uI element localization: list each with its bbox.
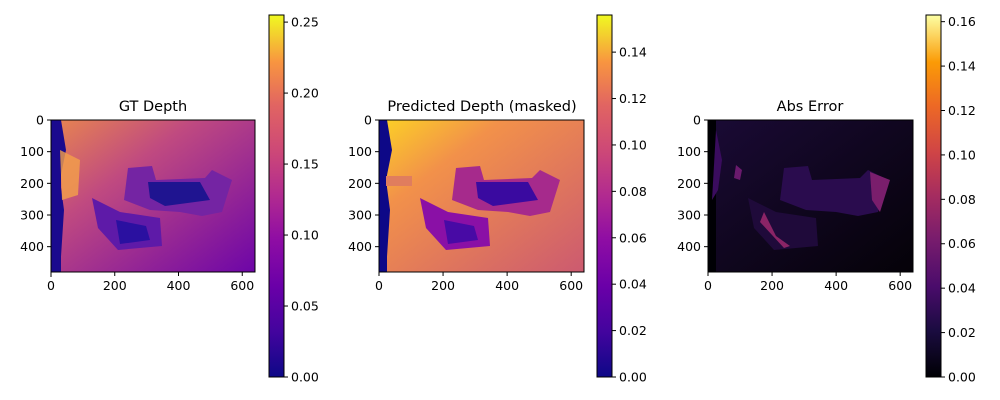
abs-error-colorbar-tick-label: 0.14 [948, 59, 976, 74]
abs-error-colorbar-tick-label: 0.10 [948, 147, 976, 162]
predicted-depth-panel: Predicted Depth (masked) [379, 99, 584, 272]
predicted-depth-ytick-label: 100 [348, 144, 372, 159]
predicted-depth-colorbar-tick-label: 0.14 [619, 45, 647, 60]
gt-depth-xtick-label: 200 [103, 278, 127, 293]
predicted-depth-ytick-label: 200 [348, 176, 372, 191]
abs-error-panel: Abs Error [708, 99, 913, 272]
predicted-depth-ytick-label: 300 [348, 208, 372, 223]
abs-error-axes-frame [707, 119, 914, 273]
predicted-depth-colorbar-tick-label: 0.02 [619, 323, 647, 338]
gt-depth-colorbar-tick-label: 0.20 [291, 86, 319, 101]
abs-error-xtick-label: 600 [888, 278, 912, 293]
abs-error-colorbar-tick-label: 0.12 [948, 103, 976, 118]
predicted-depth-xtick-label: 600 [559, 278, 583, 293]
abs-error-ytick-label: 300 [677, 208, 701, 223]
gt-depth-ytick-label: 200 [20, 176, 44, 191]
predicted-depth-axes-frame [378, 119, 585, 273]
gt-depth-image [51, 120, 255, 272]
predicted-depth-colorbar-tick-label: 0.06 [619, 230, 647, 245]
abs-error-colorbar-tick-label: 0.00 [948, 370, 976, 385]
gt-depth-panel: GT Depth [50, 99, 255, 277]
abs-error-colorbar-tick-label: 0.04 [948, 281, 976, 296]
gt-depth-colorbar-tick-label: 0.15 [291, 157, 319, 172]
abs-error-ytick-label: 200 [677, 176, 701, 191]
abs-error-ytick-label: 100 [677, 144, 701, 159]
abs-error-colorbar-tick-label: 0.16 [948, 14, 976, 29]
predicted-depth-colorbar-tick-label: 0.12 [619, 91, 647, 106]
predicted-depth-colorbar-tick-label: 0.08 [619, 184, 647, 199]
predicted-depth-xtick-label: 0 [375, 278, 383, 293]
predicted-depth-axes: 0 200 400 600 0 100 200 300 400 [348, 113, 585, 293]
predicted-depth-colorbar-tick-label: 0.10 [619, 137, 647, 152]
gt-depth-colorbar-tick-label: 0.25 [291, 15, 319, 30]
gt-depth-xtick-label: 0 [47, 278, 55, 293]
abs-error-colorbar: 0.00 0.02 0.04 0.06 0.08 0.10 0.12 0.14 0.16 [925, 14, 976, 385]
abs-error-colorbar-gradient [925, 14, 942, 378]
abs-error-xtick-label: 0 [704, 278, 712, 293]
abs-error-colorbar-tick-label: 0.06 [948, 236, 976, 251]
predicted-depth-colorbar-gradient [596, 14, 613, 378]
abs-error-xtick-label: 200 [760, 278, 784, 293]
gt-depth-ytick-label: 100 [20, 144, 44, 159]
gt-depth-ytick-label: 0 [36, 113, 44, 128]
predicted-depth-ytick-label: 400 [348, 239, 372, 254]
predicted-depth-xtick-label: 200 [431, 278, 455, 293]
gt-depth-xtick-label: 600 [230, 278, 254, 293]
gt-depth-colorbar-tick-label: 0.10 [291, 228, 319, 243]
gt-depth-axes: 0 200 400 600 0 100 200 300 400 [20, 113, 256, 293]
abs-error-colorbar-tick-label: 0.02 [948, 325, 976, 340]
gt-depth-xtick-label: 400 [167, 278, 191, 293]
gt-depth-colorbar-gradient [268, 14, 285, 378]
abs-error-ytick-label: 0 [693, 113, 701, 128]
abs-error-ytick-label: 400 [677, 239, 701, 254]
abs-error-title: Abs Error [777, 99, 844, 115]
abs-error-axes: 0 200 400 600 0 100 200 300 400 [677, 113, 914, 293]
gt-depth-ytick-label: 400 [20, 239, 44, 254]
gt-depth-colorbar-tick-label: 0.00 [291, 370, 319, 385]
predicted-depth-image [379, 120, 584, 272]
predicted-depth-colorbar-tick-label: 0.00 [619, 370, 647, 385]
gt-depth-colorbar-tick-label: 0.05 [291, 299, 319, 314]
gt-depth-colorbar: 0.00 0.05 0.10 0.15 0.20 0.25 [268, 14, 319, 385]
predicted-depth-xtick-label: 400 [495, 278, 519, 293]
predicted-depth-ytick-label: 0 [364, 113, 372, 128]
gt-depth-ytick-label: 300 [20, 208, 44, 223]
predicted-depth-title: Predicted Depth (masked) [387, 99, 576, 115]
predicted-depth-colorbar-tick-label: 0.04 [619, 277, 647, 292]
abs-error-colorbar-tick-label: 0.08 [948, 192, 976, 207]
predicted-depth-colorbar: 0.00 0.02 0.04 0.06 0.08 0.10 0.12 0.14 [596, 14, 647, 385]
abs-error-xtick-label: 400 [824, 278, 848, 293]
gt-depth-axes-frame [50, 119, 256, 273]
gt-depth-title: GT Depth [119, 99, 187, 115]
abs-error-image [708, 120, 913, 272]
